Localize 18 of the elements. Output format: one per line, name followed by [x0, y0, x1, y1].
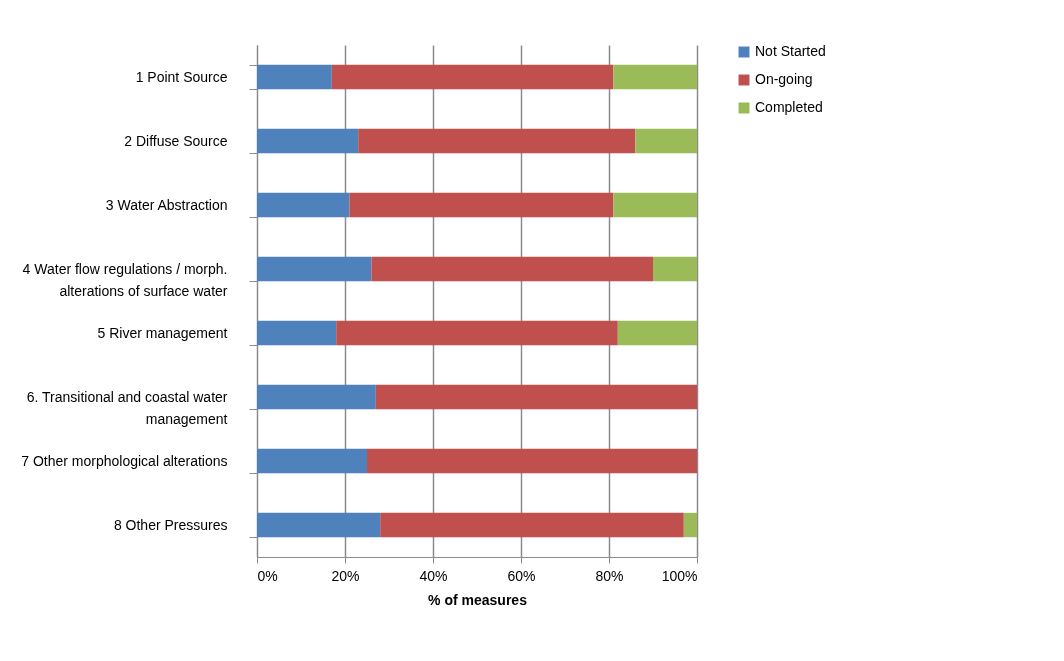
y-tick-label: 5 River management	[97, 324, 228, 341]
legend-label: Completed	[755, 99, 823, 115]
y-tick-label: 8 Other Pressures	[113, 516, 228, 533]
legend-label: Not Started	[755, 43, 826, 59]
y-tick-label: 4 Water flow regulations / morph. alterations of surface water	[22, 260, 228, 299]
y-tick-label: 6. Transitional and coastal water management	[26, 388, 228, 427]
x-axis-title: % of measures	[428, 591, 528, 608]
x-tick-label: 40%	[419, 567, 448, 584]
x-tick-label: 60%	[507, 567, 536, 584]
y-tick-label: 3 Water Abstraction	[105, 196, 228, 213]
y-tick-label: 2 Diffuse Source	[124, 132, 228, 149]
x-tick-label: 80%	[595, 567, 624, 584]
x-tick-label: 100%	[661, 567, 698, 584]
y-tick-label: 1 Point Source	[135, 68, 228, 85]
legend-label: On-going	[755, 71, 813, 87]
y-tick-label: 7 Other morphological alterations	[21, 452, 228, 469]
x-tick-label: 0%	[257, 567, 278, 584]
x-tick-label: 20%	[331, 567, 360, 584]
